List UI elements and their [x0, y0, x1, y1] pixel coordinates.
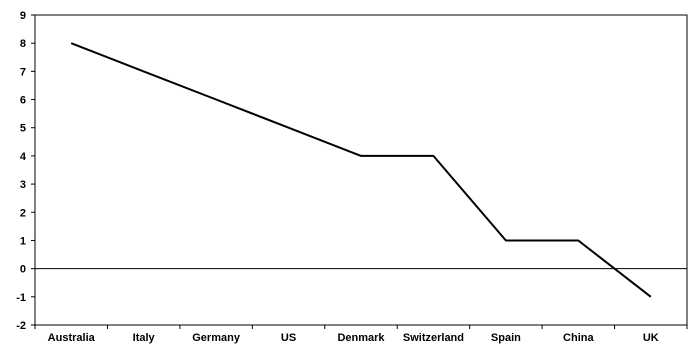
y-tick-label: -2: [16, 320, 26, 332]
x-tick-label-china: China: [563, 332, 594, 344]
y-tick-label: 2: [20, 207, 26, 219]
y-tick-label: 7: [20, 66, 26, 78]
series-line: [70, 42, 652, 298]
x-tick-label-italy: Italy: [133, 332, 156, 344]
x-tick-label-us: US: [281, 332, 296, 344]
y-tick-label: 5: [20, 123, 26, 135]
y-tick-label: 9: [20, 10, 26, 22]
x-tick-label-denmark: Denmark: [337, 332, 385, 344]
x-tick-label-uk: UK: [643, 332, 659, 344]
y-tick-label: 8: [20, 38, 26, 50]
plot-area: [34, 14, 688, 326]
x-tick-label-switzerland: Switzerland: [403, 332, 464, 344]
x-axis: Australia Italy Germany US Denmark Switzerlan…: [34, 325, 688, 344]
y-tick-label: 0: [20, 264, 26, 276]
x-tick-label-germany: Germany: [192, 332, 241, 344]
y-axis: -2 -1 0 1 2 3 4 5 6 7 8 9: [16, 10, 35, 332]
y-tick-label: 6: [20, 95, 26, 107]
y-tick-label: 3: [20, 179, 26, 191]
y-tick-label: -1: [16, 292, 26, 304]
x-tick-label-australia: Australia: [48, 332, 96, 344]
y-tick-label: 1: [20, 235, 26, 247]
y-tick-label: 4: [20, 151, 27, 163]
x-tick-label-spain: Spain: [491, 332, 521, 344]
